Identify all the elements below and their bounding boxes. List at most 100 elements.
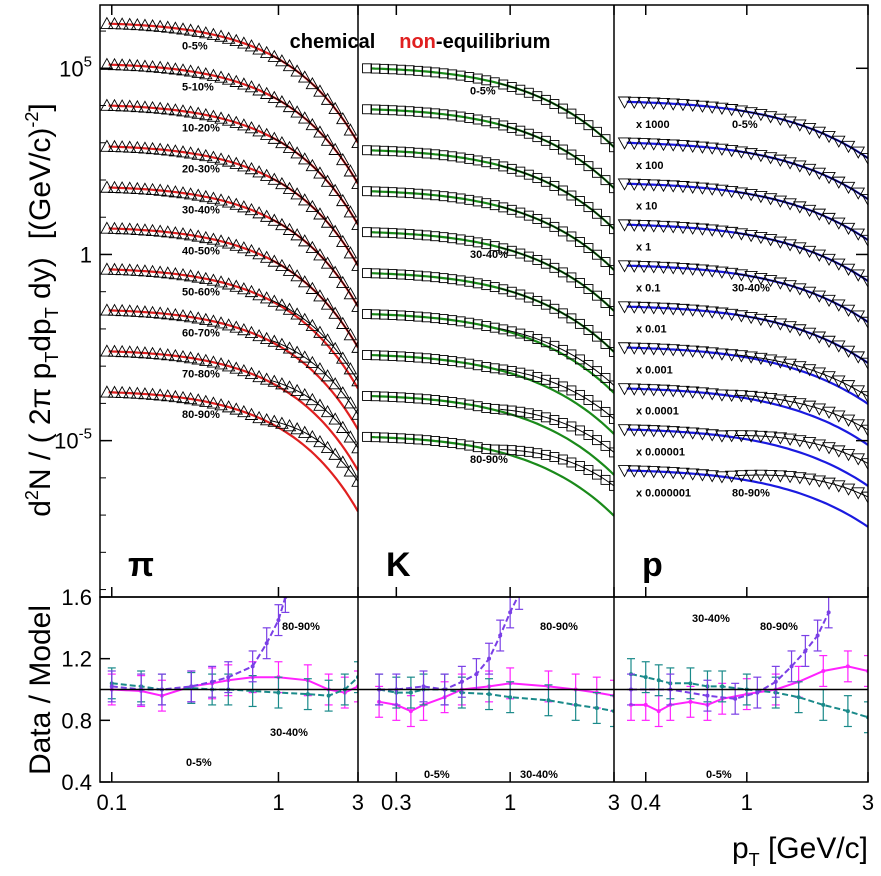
data-point-square: [472, 442, 483, 453]
data-point-square: [455, 193, 466, 204]
data-point-square: [396, 228, 407, 239]
data-point-square: [609, 347, 614, 357]
data-point-triangle-down: [841, 222, 856, 236]
scale-factor-label: x 10: [636, 201, 657, 213]
data-envelope: [500, 83, 614, 148]
data-point-triangle-down: [832, 375, 846, 388]
data-point-triangle-up: [237, 363, 251, 377]
data-point-square: [574, 114, 585, 125]
data-envelope: [500, 165, 614, 230]
x-axis-label: pT [GeV/c]: [732, 832, 868, 870]
data-point-triangle-up: [336, 111, 350, 125]
data-envelope: [270, 339, 358, 415]
data-point-triangle-up: [221, 359, 236, 372]
data-point-triangle-up: [191, 147, 205, 160]
data-point-triangle-up: [336, 193, 350, 207]
data-point-square: [583, 161, 594, 172]
data-point-triangle-up: [328, 306, 342, 319]
data-point-square: [421, 189, 432, 200]
data-point-square: [481, 75, 492, 86]
data-point-square: [438, 396, 449, 406]
data-point-square: [489, 118, 500, 129]
data-point-triangle-up: [282, 222, 297, 235]
data-point-triangle-down: [841, 263, 856, 276]
data-point-triangle-up: [351, 258, 358, 271]
data-point-triangle-down: [851, 453, 866, 466]
data-point-triangle-up: [107, 221, 122, 234]
data-point-square: [557, 381, 568, 392]
data-point-square: [592, 249, 602, 260]
data-point-triangle-up: [259, 45, 274, 59]
data-point-triangle-down: [744, 469, 758, 483]
ratio-point: [643, 702, 648, 707]
data-point-triangle-down: [822, 212, 836, 226]
data-point-triangle-up: [183, 64, 198, 77]
data-point-square: [557, 418, 568, 428]
data-point-triangle-down: [685, 468, 700, 481]
data-point-square: [566, 421, 577, 432]
data-point-triangle-up: [305, 158, 320, 172]
data-point-triangle-up: [313, 398, 327, 411]
data-point-triangle-up: [351, 407, 358, 420]
data-point-triangle-up: [229, 361, 244, 374]
ratio-label: 0-5%: [706, 769, 732, 781]
data-point-triangle-up: [328, 265, 342, 278]
data-point-square: [592, 435, 602, 446]
data-point-triangle-up: [115, 303, 129, 317]
data-point-square: [592, 366, 602, 377]
data-point-triangle-up: [183, 228, 198, 241]
data-point-triangle-down: [832, 410, 846, 423]
data-point-triangle-up: [252, 165, 266, 178]
data-point-triangle-up: [214, 111, 228, 124]
data-point-triangle-down: [695, 305, 710, 318]
data-point-triangle-down: [637, 465, 651, 478]
data-point-square: [387, 187, 398, 198]
spectra-kaon: [362, 63, 614, 517]
ratio-point: [705, 693, 710, 698]
ratio-point: [755, 690, 760, 695]
data-point-triangle-down: [637, 424, 651, 437]
data-point-triangle-down: [812, 403, 827, 416]
data-point-triangle-up: [320, 133, 335, 146]
ratio-point: [573, 702, 578, 707]
data-point-square: [489, 159, 500, 170]
data-point-triangle-down: [666, 467, 680, 480]
data-point-triangle-up: [221, 277, 236, 290]
data-point-triangle-down: [695, 387, 710, 400]
data-point-square: [370, 432, 381, 443]
data-point-square: [506, 245, 517, 256]
data-point-square: [498, 120, 509, 131]
data-point-triangle-up: [221, 72, 236, 85]
data-point-square: [557, 226, 568, 237]
xtick-label: 1: [504, 790, 516, 815]
data-point-triangle-down: [646, 384, 661, 397]
ratio-point: [845, 709, 850, 714]
data-point-triangle-down: [676, 262, 690, 276]
data-point-triangle-up: [229, 74, 244, 87]
data-point-triangle-up: [221, 113, 236, 126]
data-point-triangle-up: [313, 325, 327, 338]
data-point-square: [455, 275, 466, 286]
data-point-triangle-up: [244, 325, 259, 339]
data-point-triangle-up: [229, 320, 244, 333]
centrality-label: 40-50%: [182, 245, 220, 257]
data-point-triangle-up: [183, 392, 198, 405]
data-point-square: [506, 163, 517, 174]
data-point-triangle-up: [176, 349, 190, 363]
data-point-square: [481, 362, 492, 372]
data-point-square: [506, 82, 517, 92]
data-point-square: [515, 84, 526, 95]
data-point-square: [532, 372, 543, 383]
data-envelope: [735, 314, 868, 364]
data-point-triangle-down: [851, 351, 866, 364]
ratio-point: [517, 592, 521, 596]
data-point-square: [515, 248, 526, 259]
ratio-point: [250, 664, 255, 669]
ratio-point: [821, 669, 826, 673]
data-point-triangle-down: [656, 343, 671, 356]
data-point-square: [404, 188, 415, 199]
data-point-triangle-up: [115, 344, 129, 358]
data-point-square: [481, 116, 492, 127]
data-point-square: [387, 105, 398, 116]
data-point-triangle-down: [666, 426, 680, 439]
